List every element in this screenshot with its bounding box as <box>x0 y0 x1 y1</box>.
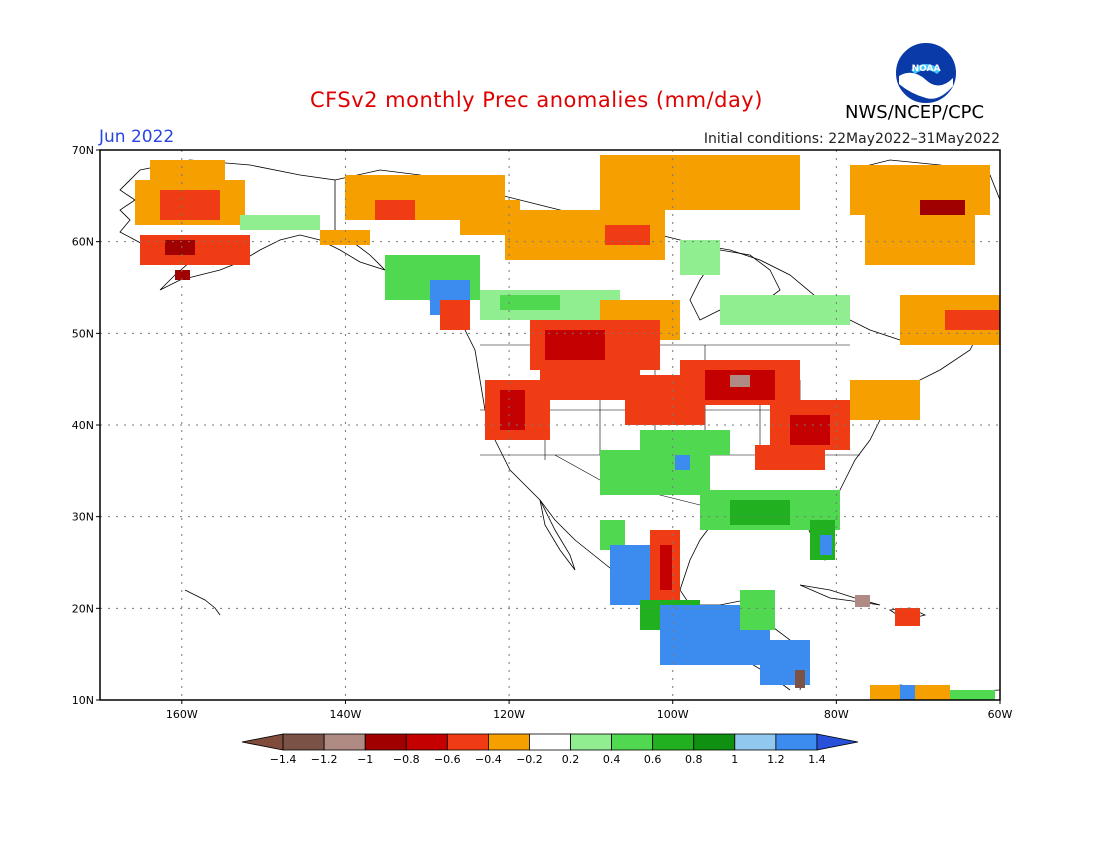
lat-label: 70N <box>72 144 94 157</box>
colorbar-right-arrow <box>816 733 859 751</box>
lon-label: 140W <box>330 708 362 721</box>
colorbar-label: 0.8 <box>685 753 703 766</box>
noaa-logo-icon: NOAA <box>894 41 958 105</box>
colorbar-segment <box>652 733 695 751</box>
longitude-labels: 160W 140W 120W 100W 80W 60W <box>166 700 1013 721</box>
colorbar-label: −0.2 <box>516 753 543 766</box>
colorbar-segment <box>611 733 654 751</box>
chart-title: CFSv2 monthly Prec anomalies (mm/day) <box>310 88 763 112</box>
anomaly-patches <box>135 155 1000 700</box>
colorbar-label: 1.4 <box>808 753 826 766</box>
colorbar-label: −1.4 <box>270 753 297 766</box>
colorbar-segment <box>529 733 571 751</box>
lat-label: 10N <box>72 694 94 707</box>
logo-text: NOAA <box>912 64 941 74</box>
lat-label: 30N <box>72 511 94 524</box>
cuba <box>799 584 881 606</box>
lat-label: 20N <box>72 602 94 615</box>
hawaii <box>184 589 221 616</box>
colorbar-segment <box>734 733 777 751</box>
colorbar-segment <box>282 733 325 751</box>
baja <box>539 499 576 571</box>
colorbar-segment <box>446 733 489 751</box>
lat-label: 40N <box>72 419 94 432</box>
initial-conditions: Initial conditions: 22May2022–31May2022 <box>703 131 1000 147</box>
colorbar-label: −0.8 <box>393 753 420 766</box>
colorbar-segment <box>570 733 612 751</box>
colorbar-segment <box>323 733 366 751</box>
lon-label: 100W <box>657 708 689 721</box>
lon-label: 160W <box>166 708 198 721</box>
colorbar-segment <box>405 733 448 751</box>
colorbar-label: −1.2 <box>311 753 338 766</box>
lat-label: 50N <box>72 327 94 340</box>
colorbar-segment <box>487 733 530 751</box>
colorbar-label: −1 <box>357 753 373 766</box>
colorbar-label: 1 <box>731 753 738 766</box>
graticule <box>100 150 1000 700</box>
lon-label: 120W <box>493 708 525 721</box>
colorbar-segment <box>775 733 818 751</box>
lat-label: 60N <box>72 236 94 249</box>
colorbar-label: 0.6 <box>644 753 662 766</box>
colorbar-label: 1.2 <box>767 753 785 766</box>
colorbar-segment <box>693 733 736 751</box>
lon-label: 80W <box>824 708 849 721</box>
colorbar-label: 0.2 <box>562 753 580 766</box>
lon-label: 60W <box>988 708 1013 721</box>
forecast-month: Jun 2022 <box>99 127 175 147</box>
colorbar-label: −0.4 <box>475 753 502 766</box>
colorbar-label: −0.6 <box>434 753 461 766</box>
colorbar-segment <box>364 733 407 751</box>
colorbar-label: 0.4 <box>603 753 621 766</box>
latitude-labels: 70N 60N 50N 40N 30N 20N 10N <box>72 144 100 707</box>
colorbar-left-arrow <box>241 733 284 751</box>
agency-label: NWS/NCEP/CPC <box>845 102 985 123</box>
